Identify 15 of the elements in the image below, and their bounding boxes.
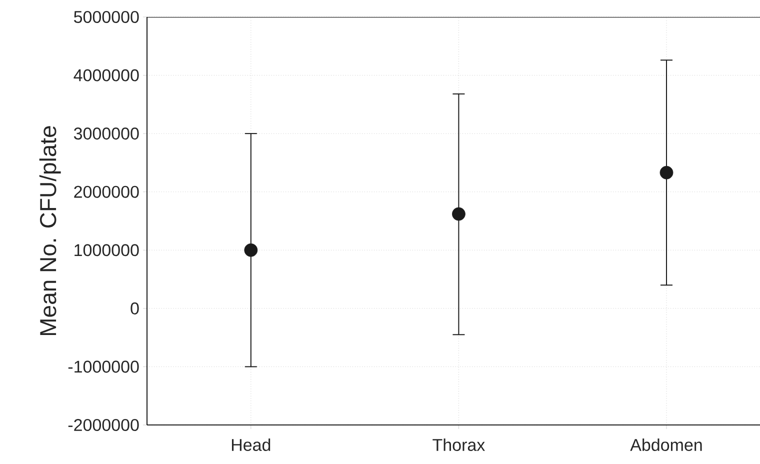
x-tick-label: Thorax [432,438,485,451]
x-tick-label: Abdomen [630,438,702,451]
y-tick-label: -2000000 [68,418,139,432]
point [244,243,258,257]
y-tick-label: -1000000 [68,360,139,373]
point [452,207,466,221]
y-tick-label: 3000000 [74,128,139,140]
y-tick-label: 2000000 [74,186,139,198]
point [660,166,674,180]
y-axis-title: Mean No. CFU/plate [39,126,61,335]
y-tick-label: 5000000 [74,10,139,24]
y-tick-label: 1000000 [74,244,139,256]
y-tick-label: 0 [130,302,139,314]
x-tick-label: Head [232,438,270,451]
y-tick-label: 4000000 [74,69,139,82]
